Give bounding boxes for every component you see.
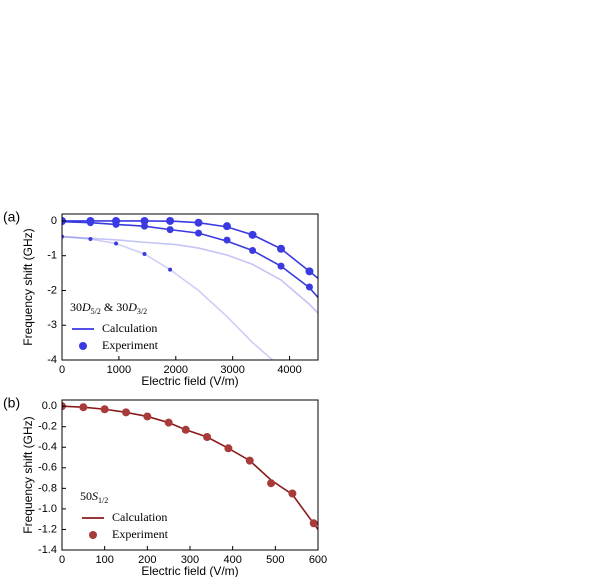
y-tick-label: -1.4 <box>38 544 57 556</box>
experiment-point <box>277 262 285 270</box>
legend-title-part: & 30 <box>101 300 128 314</box>
y-tick-label: -0.8 <box>38 482 57 494</box>
plot-area <box>62 402 318 530</box>
experiment-point <box>62 218 66 226</box>
y-axis-label: Frequency shift (GHz) <box>21 228 35 345</box>
legend-title-part: 5/2 <box>91 307 101 316</box>
x-tick-label: 1000 <box>107 364 131 376</box>
calculation-line <box>62 405 318 530</box>
legend-title-part: 50 <box>80 489 92 503</box>
experiment-point <box>140 216 149 225</box>
experiment-point <box>86 219 94 227</box>
y-axis-label: Frequency shift (GHz) <box>21 416 35 533</box>
y-tick-label: -1.0 <box>38 503 57 515</box>
legend-title-part: 30 <box>70 300 82 314</box>
x-tick-label: 3000 <box>220 364 244 376</box>
legend-title-part: D <box>127 300 137 314</box>
experiment-point <box>224 444 233 453</box>
experiment-point <box>100 405 109 414</box>
experiment-point <box>122 408 130 417</box>
legend-label: Calculation <box>102 321 157 335</box>
calculation-line <box>62 235 274 360</box>
legend-title: 30D5/2 & 30D3/2 <box>70 300 147 317</box>
y-tick-label: -2 <box>47 284 57 296</box>
y-tick-label: -0.6 <box>38 462 57 474</box>
x-axis-label: Electric field (V/m) <box>141 564 238 577</box>
experiment-point <box>223 236 231 244</box>
legend-label: Experiment <box>102 338 159 352</box>
panel-label: (a) <box>3 209 20 225</box>
experiment-point <box>288 489 297 498</box>
legend-title-part: 1/2 <box>98 496 108 505</box>
y-tick-label: -3 <box>47 319 57 331</box>
experiment-point <box>277 244 286 253</box>
calculation-line <box>62 235 318 314</box>
x-tick-label: 100 <box>95 554 113 566</box>
legend-marker-swatch <box>89 531 97 539</box>
experiment-point <box>249 247 257 254</box>
experiment-point <box>142 251 147 256</box>
legend-title-part: D <box>81 300 91 314</box>
panel-label: (b) <box>3 395 20 411</box>
y-tick-label: -0.2 <box>38 421 57 433</box>
x-tick-label: 600 <box>309 554 327 566</box>
experiment-point <box>181 425 190 434</box>
x-tick-label: 0 <box>59 364 65 376</box>
legend-marker-swatch <box>79 342 87 350</box>
experiment-point <box>143 412 152 421</box>
y-tick-label: -1 <box>47 250 57 262</box>
y-tick-label: -1.2 <box>38 523 57 535</box>
experiment-point <box>140 222 148 230</box>
x-tick-label: 300 <box>181 554 199 566</box>
legend-label: Calculation <box>112 510 167 524</box>
experiment-point <box>305 283 313 291</box>
x-tick-label: 2000 <box>164 364 188 376</box>
experiment-point <box>203 432 212 441</box>
plot-area <box>62 216 318 360</box>
x-tick-label: 500 <box>266 554 284 566</box>
experiment-point <box>166 226 174 234</box>
legend-title-part: S <box>92 489 98 503</box>
experiment-point <box>166 216 175 225</box>
experiment-point <box>195 229 203 237</box>
experiment-point <box>248 230 257 239</box>
y-tick-label: 0.0 <box>42 400 57 412</box>
experiment-point <box>305 267 314 276</box>
x-tick-label: 4000 <box>277 364 301 376</box>
experiment-point <box>114 241 119 246</box>
y-tick-label: 0 <box>51 215 57 227</box>
experiment-point <box>222 222 231 231</box>
experiment-point <box>245 456 254 465</box>
experiment-point <box>112 220 120 228</box>
x-tick-label: 0 <box>59 554 65 566</box>
experiment-point <box>267 479 276 488</box>
calculation-line <box>62 220 318 298</box>
plot-frame <box>61 213 319 361</box>
legend-label: Experiment <box>112 527 169 541</box>
experiment-point <box>88 237 93 242</box>
experiment-point <box>309 519 318 528</box>
legend-title: 50S1/2 <box>80 489 108 506</box>
x-axis-label: Electric field (V/m) <box>141 374 238 388</box>
y-tick-label: -4 <box>47 354 57 366</box>
experiment-point <box>194 218 203 227</box>
legend-title-part: 3/2 <box>137 307 147 316</box>
y-tick-label: -0.4 <box>38 441 57 453</box>
x-tick-label: 400 <box>223 554 241 566</box>
plot-frame <box>61 399 319 551</box>
experiment-point <box>164 418 173 427</box>
experiment-point <box>79 403 88 412</box>
experiment-point <box>168 267 173 272</box>
x-tick-label: 200 <box>138 554 156 566</box>
